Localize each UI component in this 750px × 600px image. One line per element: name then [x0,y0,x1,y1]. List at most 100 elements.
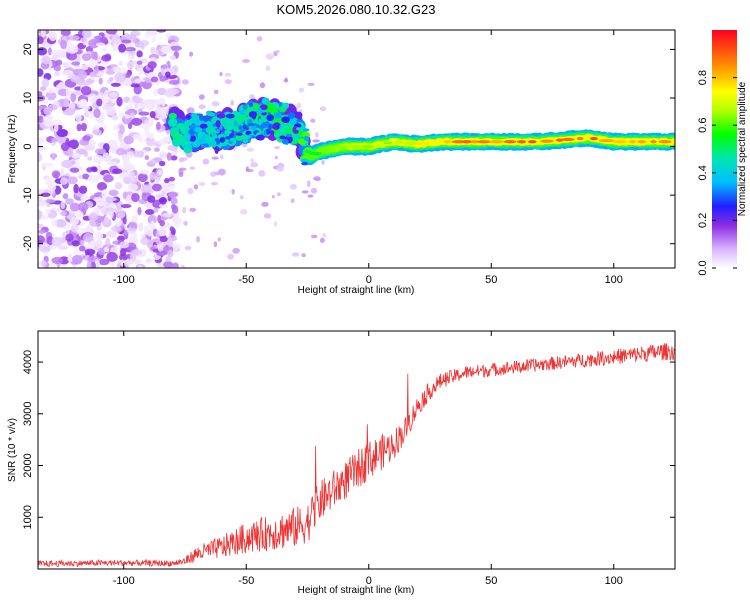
snr-frame [37,330,676,570]
snr-y-tick-label: 4000 [22,350,34,374]
spectrogram-noise-blob [38,261,42,267]
spectrogram-noise-blob [168,191,179,198]
colorbar-label: Normalized spectral amplitude [737,81,748,216]
spectrogram-noise-blob [114,219,122,227]
spectrogram-noise-blob [167,249,174,258]
spectrogram-noise-blob [291,252,300,257]
spectrogram-noise-blob [113,66,121,73]
spectrogram-noise-blob [124,47,136,52]
spectrogram-ridge-blob [293,111,303,119]
spectrogram-noise-blob [307,82,315,86]
spectrogram-noise-blob [50,49,63,55]
spectrogram-noise-blob [93,154,104,164]
spectrogram-noise-blob [159,97,166,103]
spectrogram-noise-blob [322,233,327,238]
spectrogram-noise-blob [140,237,149,245]
spectrogram-noise-blob [227,253,234,260]
spectrogram-noise-blob [66,52,78,61]
spectrogram-noise-blob [105,68,116,75]
spectrogram-noise-blob [65,198,74,205]
spectrogram-noise-blob [198,94,205,100]
spectrogram-noise-blob [240,209,248,215]
spectrogram-ridge-blob [281,124,287,133]
colorbar-tick-label: 0.6 [697,118,709,133]
spectrogram-noise-blob [96,182,108,191]
spectrogram-noise-blob [102,151,110,161]
spectrogram-noise-blob [125,258,135,266]
spectrogram-noise-blob [66,40,72,51]
spectrogram-noise-blob [157,243,163,252]
spectrogram-ridge-cell [239,114,248,121]
spectrogram-noise-blob [165,256,171,263]
spectrogram-noise-blob [163,260,174,268]
spectrogram-noise-blob [95,231,104,242]
spectrogram-noise-blob [182,206,186,214]
spectrogram-noise-blob [307,194,314,198]
spectrogram-noise-blob [273,220,278,227]
spectrogram-ridge-cell [235,134,244,141]
spectrogram-noise-blob [38,114,44,124]
spectrogram-ridge-blob [216,113,226,119]
spectrogram-noise-blob [314,177,321,181]
spectrogram-noise-blob [57,245,68,250]
spectrogram-ridge-blob [219,136,226,143]
spectrogram-noise-blob [189,207,197,212]
spectrogram-noise-blob [166,152,172,161]
spectrogram-noise-blob [38,137,44,143]
spectrogram-noise-blob [319,237,325,243]
spectrogram-ridge-blob [193,147,200,152]
spectrogram-noise-blob [61,70,74,76]
spectrogram-noise-blob [40,192,51,197]
spectrogram-ridge-peak [415,142,431,146]
spectrogram-ridge-blob [269,130,275,135]
spectrogram-noise-blob [78,70,88,80]
spectrogram-noise-blob [84,248,96,256]
spectrogram-noise-blob [79,245,86,252]
spectrogram-noise-blob [196,235,200,243]
spectrogram-noise-blob [168,184,174,193]
spectrogram-ridge-blob [242,104,248,110]
spectrogram-noise-blob [41,260,47,268]
spectrogram-noise-blob [38,223,44,229]
spectrogram-noise-blob [112,44,119,51]
spectrogram-noise-blob [62,62,69,68]
spectrogram-noise-blob [169,45,182,51]
spectrogram-noise-blob [48,31,58,42]
spectrogram-ridge-peak [443,140,452,144]
spectrogram-y-ticks: 20 10 0 -10 -20 [22,43,675,252]
spectrogram-noise-blob [80,195,87,202]
spectrogram-ridge-peak [598,138,615,143]
spectrogram-noise-blob [86,223,93,234]
spectrogram-noise-blob [150,46,156,55]
spectrogram-noise-blob [187,187,194,195]
spectrogram-noise-blob [116,96,123,107]
spectrogram-noise-blob [127,199,134,205]
spectrogram-noise-blob [119,124,125,135]
spectrogram-noise-blob [170,197,178,205]
spectrogram-ridge-blob [216,129,220,134]
spectrogram-noise-blob [161,64,168,70]
spectrogram-ridge-cell [194,126,203,133]
spectrogram-noise-blob [110,82,121,87]
spectrogram-noise-blob [224,79,232,85]
spectrogram-ridge-peak [613,140,627,144]
spectrogram-noise-blob [113,124,119,131]
spectrogram-ridge-blob [215,119,221,128]
spectrogram-noise-blob [101,54,112,62]
spectrogram-noise-blob [90,50,96,60]
snr-panel: -100 -50 0 50 100 1000 2000 3000 4000 Height of… [7,330,676,596]
spectrogram-noise-blob [73,249,81,255]
spectrogram-noise-blob [38,110,42,117]
spectrogram-ridge-blob [198,113,204,122]
spectrogram-ridge-blob [247,122,255,127]
spectrogram-ridge-blob [236,132,243,136]
spectrogram-ridge-blob [257,107,263,115]
spectrogram-ridge-blob [189,126,196,130]
spectrogram-noise-blob [169,226,175,232]
spectrogram-y-tick-label: 20 [22,43,34,55]
spectrogram-noise-blob [156,87,167,96]
spectrogram-noise-blob [157,169,163,176]
spectrogram-noise-blob [60,30,71,37]
